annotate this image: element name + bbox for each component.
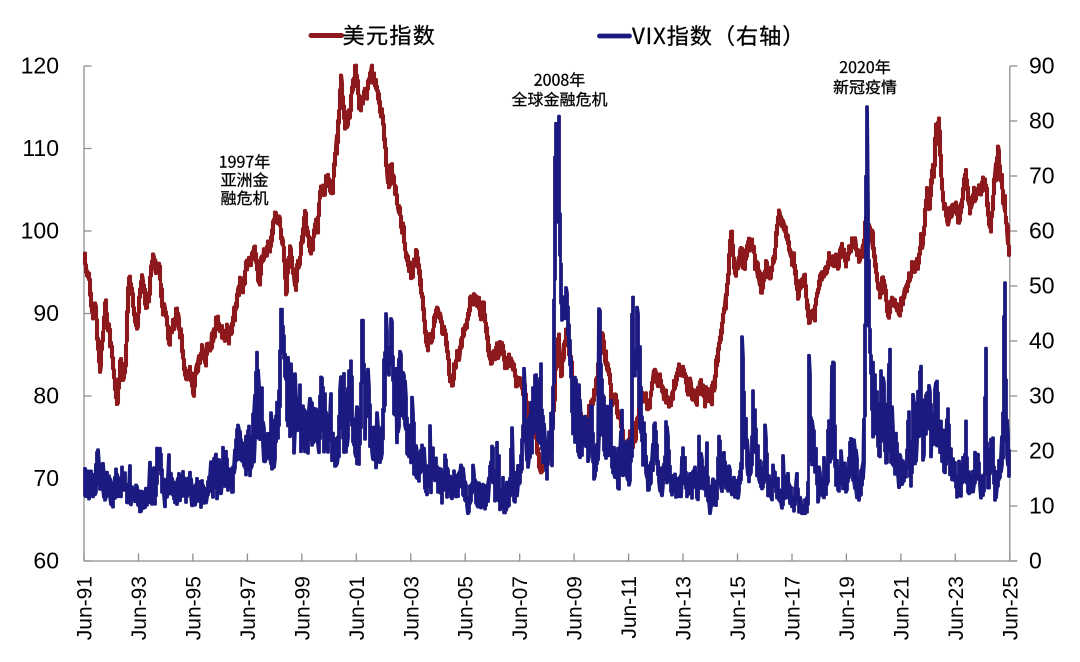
svg-text:Jun-07: Jun-07 — [509, 576, 532, 640]
svg-text:50: 50 — [1029, 273, 1055, 299]
svg-text:90: 90 — [1029, 53, 1055, 79]
svg-text:110: 110 — [22, 135, 59, 161]
svg-text:0: 0 — [1029, 548, 1042, 574]
svg-text:Jun-15: Jun-15 — [727, 576, 750, 640]
svg-text:Jun-17: Jun-17 — [782, 576, 805, 640]
svg-text:70: 70 — [1029, 163, 1055, 189]
svg-text:Jun-91: Jun-91 — [74, 576, 97, 640]
svg-text:Jun-11: Jun-11 — [618, 576, 641, 639]
svg-text:30: 30 — [1029, 383, 1055, 409]
svg-text:60: 60 — [1029, 218, 1055, 244]
svg-text:Jun-19: Jun-19 — [836, 576, 859, 640]
svg-text:120: 120 — [21, 53, 59, 79]
svg-text:70: 70 — [33, 465, 59, 491]
svg-text:Jun-97: Jun-97 — [237, 576, 260, 640]
svg-text:100: 100 — [21, 218, 59, 244]
svg-text:40: 40 — [1029, 328, 1055, 354]
svg-text:Jun-01: Jun-01 — [346, 576, 369, 640]
svg-text:10: 10 — [1029, 493, 1055, 519]
svg-text:90: 90 — [33, 300, 59, 326]
svg-text:Jun-21: Jun-21 — [890, 576, 913, 640]
svg-text:Jun-09: Jun-09 — [564, 576, 587, 640]
svg-text:Jun-13: Jun-13 — [673, 576, 696, 640]
svg-text:20: 20 — [1029, 438, 1055, 464]
svg-text:80: 80 — [33, 383, 59, 409]
svg-text:Jun-99: Jun-99 — [291, 576, 314, 640]
svg-text:60: 60 — [33, 548, 59, 574]
svg-text:Jun-23: Jun-23 — [945, 576, 968, 640]
svg-text:Jun-95: Jun-95 — [182, 576, 205, 640]
svg-text:Jun-25: Jun-25 — [999, 576, 1022, 640]
svg-text:Jun-03: Jun-03 — [400, 576, 423, 640]
svg-text:Jun-93: Jun-93 — [128, 576, 151, 640]
svg-text:Jun-05: Jun-05 — [455, 576, 478, 640]
svg-text:80: 80 — [1029, 108, 1055, 134]
